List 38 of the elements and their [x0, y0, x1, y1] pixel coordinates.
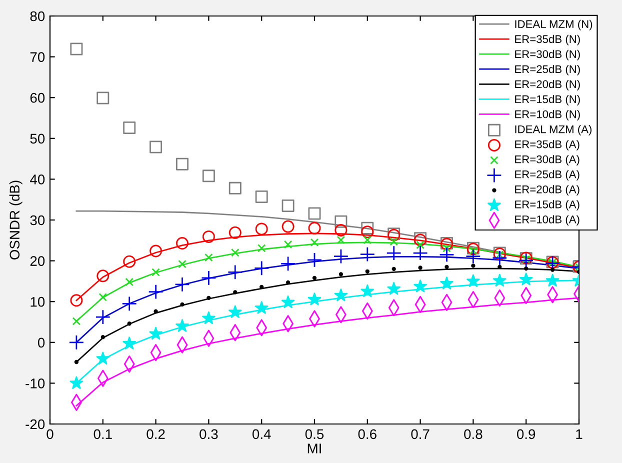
legend-label: ER=30dB (A)	[515, 155, 580, 166]
legend-label: ER=20dB (A)	[515, 185, 580, 196]
legend-label: ER=35dB (A)	[515, 140, 580, 150]
y-tick-label: -10	[26, 378, 45, 388]
y-tick-label: 10	[30, 296, 45, 307]
legend-label: ER=15dB (A)	[515, 200, 580, 211]
y-tick-label: -20	[26, 419, 45, 430]
x-tick-label: 0	[46, 429, 54, 440]
legend-label: ER=15dB (N)	[515, 95, 580, 106]
legend-label: ER=10dB (A)	[515, 215, 580, 226]
x-tick-label: 0.4	[252, 429, 271, 440]
legend-label: ER=25dB (A)	[515, 170, 580, 180]
legend-label: ER=20dB (N)	[515, 80, 580, 90]
x-tick-label: 0.6	[358, 429, 376, 440]
y-tick-label: 60	[30, 92, 45, 103]
x-axis-title: MI	[308, 444, 321, 454]
y-axis-title: OSNDR (dB)	[9, 180, 22, 260]
x-tick-label: 1	[576, 429, 582, 439]
y-tick-label: 50	[30, 134, 45, 144]
x-tick-label: 0.7	[411, 429, 430, 440]
x-tick-label: 0.2	[146, 429, 165, 440]
legend-label: IDEAL MZM (N)	[515, 20, 592, 30]
x-tick-label: 0.1	[94, 429, 112, 440]
x-tick-label: 0.9	[516, 429, 536, 440]
x-tick-label: 0.5	[305, 429, 324, 440]
y-tick-label: 20	[30, 256, 45, 266]
x-tick-label: 0.3	[200, 429, 218, 440]
x-tick-label: 0.8	[464, 429, 482, 440]
y-tick-label: 0	[38, 338, 45, 348]
y-tick-label: 80	[30, 11, 45, 22]
legend-label: ER=25dB (N)	[515, 64, 580, 76]
y-tick-label: 40	[30, 174, 45, 184]
legend-label: ER=30dB (N)	[515, 50, 580, 60]
legend-label: IDEAL MZM (A)	[515, 125, 592, 136]
legend-label: ER=10dB (N)	[515, 110, 580, 120]
legend-label: ER=35dB (N)	[515, 34, 580, 46]
y-tick-label: 70	[30, 52, 45, 62]
y-tick-label: 30	[30, 215, 45, 226]
